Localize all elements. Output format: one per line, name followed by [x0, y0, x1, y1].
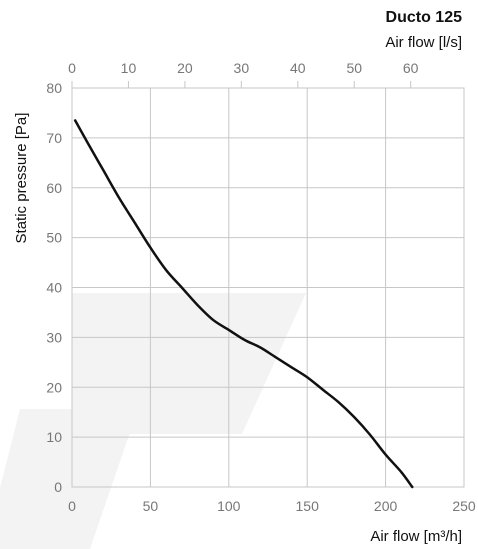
y-tick-label: 80	[46, 80, 62, 96]
x-tick-label: 0	[68, 498, 76, 514]
y-tick-label: 50	[46, 230, 62, 246]
watermark-shape-lower	[0, 409, 138, 549]
x-tick-label: 50	[143, 498, 159, 514]
y-tick-label: 30	[46, 329, 62, 345]
watermark-logo	[0, 293, 306, 549]
y-tick-label: 40	[46, 280, 62, 296]
ticks-layer: 0 50 100 150 200 250 0 10 20 30 40 50 60 70 80 0 10 20 30 4…	[46, 60, 475, 514]
top-x-tick-label: 50	[346, 60, 362, 76]
watermark-shape-upper	[72, 293, 306, 434]
y-axis-title: Static pressure [Pa]	[13, 113, 30, 244]
top-x-tick-label: 0	[68, 60, 76, 76]
top-x-tick-label: 40	[290, 60, 306, 76]
x-tick-label: 100	[217, 498, 241, 514]
y-tick-label: 60	[46, 180, 62, 196]
top-x-axis-title: Air flow [l/s]	[385, 34, 462, 51]
y-tick-label: 20	[46, 379, 62, 395]
top-x-tick-label: 60	[403, 60, 419, 76]
bottom-x-axis-title: Air flow [m³/h]	[370, 528, 462, 545]
chart-title: Ducto 125	[386, 9, 463, 26]
grid-layer	[72, 88, 464, 487]
x-tick-label: 250	[452, 498, 476, 514]
pressure-curve-series	[73, 119, 414, 489]
plot-frame	[71, 87, 465, 488]
top-x-tick-label: 30	[234, 60, 250, 76]
y-tick-label: 10	[46, 429, 62, 445]
y-tick-label: 70	[46, 130, 62, 146]
top-x-tick-label: 10	[121, 60, 137, 76]
x-tick-label: 150	[296, 498, 320, 514]
y-tick-label: 0	[54, 479, 62, 495]
x-tick-label: 200	[374, 498, 398, 514]
top-x-tick-label: 20	[177, 60, 193, 76]
